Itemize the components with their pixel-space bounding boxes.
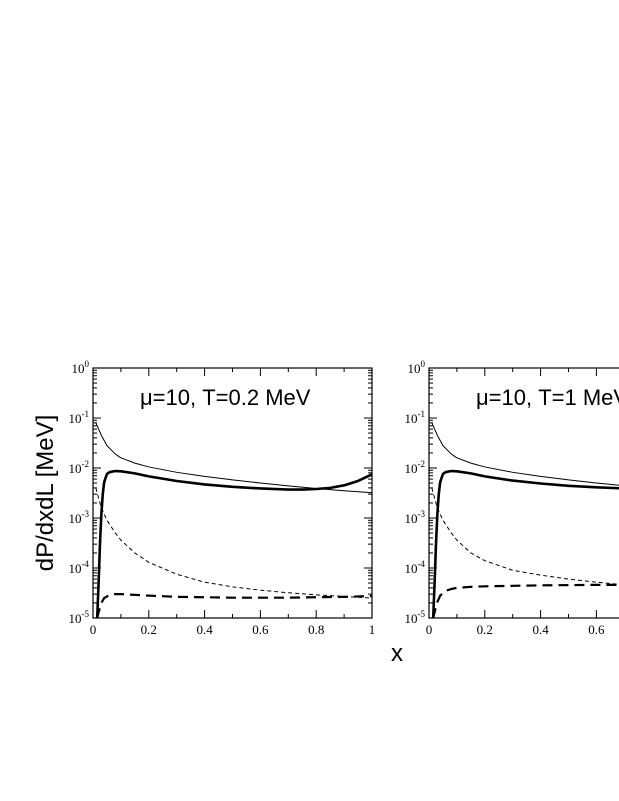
y-tick-label: 10-2 [405,459,426,476]
y-tick-label: 10-1 [405,409,426,426]
y-tick-label: 10-4 [405,559,426,576]
panel-right-series [431,422,619,618]
y-tick-label: 10-5 [405,609,426,626]
y-tick-exponent: -4 [418,559,426,569]
series-thick-solid-line [95,469,372,618]
y-tick-exponent: -2 [82,459,90,469]
panel-left-series [95,422,372,618]
y-tick-label: 10-3 [69,509,90,526]
y-tick-label: 10-5 [69,609,90,626]
x-axis-title: x [391,640,403,667]
y-tick-exponent: 0 [421,359,426,369]
series-thick-solid-line [431,469,619,618]
y-tick-label: 10-3 [405,509,426,526]
y-tick-label: 100 [72,359,90,376]
y-tick-exponent: 0 [85,359,90,369]
x-tick-label: 0.4 [196,622,213,637]
y-tick-exponent: -3 [418,509,426,519]
y-tick-exponent: -3 [82,509,90,519]
y-tick-base: 10 [69,461,82,476]
y-tick-base: 10 [405,411,418,426]
series-thick-dashed-line [432,583,619,618]
x-tick-label: 0.2 [477,622,493,637]
series-thick-dashed-line [96,593,372,618]
panel-right-annotation: μ=10, T=1 MeV [476,385,619,410]
y-tick-exponent: -5 [418,609,426,619]
x-tick-label: 0.6 [252,622,269,637]
y-tick-label: 10-1 [69,409,90,426]
y-tick-exponent: -1 [418,409,426,419]
y-tick-exponent: -1 [82,409,90,419]
x-tick-label: 0.4 [532,622,549,637]
y-tick-base: 10 [405,461,418,476]
series-thin-dashed-line [431,487,619,585]
y-tick-exponent: -4 [82,559,90,569]
y-tick-base: 10 [405,511,418,526]
x-tick-label: 0.6 [588,622,605,637]
y-tick-label: 10-4 [69,559,90,576]
y-tick-exponent: -2 [418,459,426,469]
y-tick-base: 10 [405,561,418,576]
x-tick-label: 0 [90,622,97,637]
y-tick-base: 10 [72,361,85,376]
y-axis-title: dP/dxdL [MeV] [32,415,59,572]
series-thin-solid-line [431,422,619,486]
y-tick-base: 10 [69,611,82,626]
y-tick-base: 10 [69,561,82,576]
x-tick-label: 0 [426,622,433,637]
y-tick-base: 10 [69,411,82,426]
y-tick-base: 10 [408,361,421,376]
x-tick-label: 0.8 [308,622,324,637]
x-tick-label: 0.2 [141,622,157,637]
panel-left-annotation: μ=10, T=0.2 MeV [140,385,311,410]
y-tick-label: 100 [408,359,426,376]
x-tick-label: 1 [369,622,376,637]
y-tick-label: 10-2 [69,459,90,476]
y-tick-base: 10 [405,611,418,626]
y-tick-base: 10 [69,511,82,526]
y-tick-exponent: -5 [82,609,90,619]
series-thin-dashed-line [95,487,372,599]
